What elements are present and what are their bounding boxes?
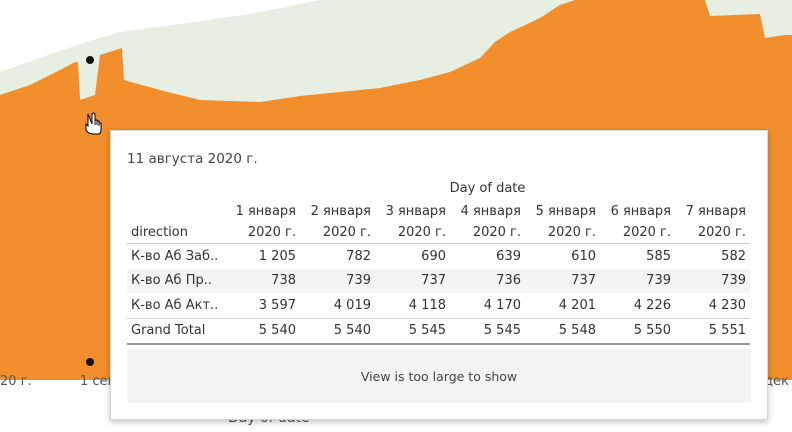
- mark-dot: [86, 358, 94, 366]
- data-row: К-во Аб Заб.. 1 205 782 690 639 610 585 582: [127, 244, 750, 269]
- tooltip-title: 11 августа 2020 г.: [127, 151, 258, 167]
- column-label: 2020 г.: [300, 222, 375, 244]
- cell: 5 548: [525, 317, 600, 345]
- column-label: 2020 г.: [450, 222, 525, 244]
- tooltip-footer: View is too large to show: [127, 349, 751, 403]
- cell: 737: [375, 268, 450, 293]
- column-label: 7 января: [685, 204, 746, 219]
- cell: 5 545: [375, 317, 450, 345]
- cell: 5 550: [600, 317, 675, 345]
- cell: 5 551: [675, 317, 750, 345]
- column-label: 2020 г.: [225, 222, 300, 244]
- data-row: К-во Аб Акт.. 3 597 4 019 4 118 4 170 4 201 4 …: [127, 293, 750, 319]
- column-label: 3 января: [385, 204, 446, 219]
- cursor: [85, 112, 102, 135]
- cell: 737: [525, 268, 600, 293]
- axis-label: дек: [764, 374, 789, 389]
- tooltip-table: Day of date 1 января 2 января 3 января 4 янв…: [127, 175, 750, 345]
- row-name: Grand Total: [127, 317, 225, 345]
- cell: 610: [571, 248, 596, 264]
- cell: 739: [300, 268, 375, 293]
- header-row: direction 2020 г. 2020 г. 2020 г. 2020 г. 202…: [127, 222, 750, 244]
- cell: 782: [346, 248, 371, 264]
- row-name: К-во Аб Акт..: [127, 293, 225, 319]
- cell: 690: [421, 248, 446, 264]
- cell: 4 201: [525, 293, 600, 319]
- cell: 736: [450, 268, 525, 293]
- cell: 4 019: [300, 293, 375, 319]
- cell: 585: [646, 248, 671, 264]
- axis-label: 20 г.: [0, 374, 32, 389]
- row-name: К-во Аб Пр..: [127, 268, 225, 293]
- row-name: К-во Аб Заб..: [131, 248, 219, 264]
- column-label: 5 января: [535, 204, 596, 219]
- cell: 582: [721, 248, 746, 264]
- cell: 5 540: [300, 317, 375, 345]
- column-label: 2020 г.: [600, 222, 675, 244]
- header-row: 1 января 2 января 3 января 4 января 5 января…: [127, 201, 750, 222]
- cell: 739: [600, 268, 675, 293]
- header-row: Day of date: [127, 175, 750, 201]
- mark-dot: [86, 56, 94, 64]
- cell: 1 205: [258, 248, 296, 264]
- total-row: Grand Total 5 540 5 540 5 545 5 545 5 548 5 55…: [127, 317, 750, 345]
- data-row: К-во Аб Пр.. 738 739 737 736 737 739 739: [127, 268, 750, 293]
- cell: 4 170: [450, 293, 525, 319]
- column-label: 1 января: [235, 204, 296, 219]
- column-label: 2020 г.: [525, 222, 600, 244]
- row-header: direction: [127, 222, 225, 244]
- cell: 4 230: [675, 293, 750, 319]
- tooltip: 11 августа 2020 г. Day of date 1 января 2 …: [110, 130, 768, 420]
- column-label: 2020 г.: [675, 222, 750, 244]
- column-header: Day of date: [449, 180, 526, 196]
- column-label: 2 января: [310, 204, 371, 219]
- cell: 4 226: [600, 293, 675, 319]
- cell: 5 545: [450, 317, 525, 345]
- cell: 738: [225, 268, 300, 293]
- column-label: 6 января: [610, 204, 671, 219]
- column-label: 2020 г.: [375, 222, 450, 244]
- cell: 4 118: [375, 293, 450, 319]
- cell: [127, 201, 225, 222]
- axis-label: 1 сен: [80, 374, 117, 389]
- cell: 5 540: [225, 317, 300, 345]
- column-label: 4 января: [460, 204, 521, 219]
- cell: 3 597: [225, 293, 300, 319]
- cell: 739: [675, 268, 750, 293]
- cell: 639: [496, 248, 521, 264]
- cell: [127, 175, 225, 201]
